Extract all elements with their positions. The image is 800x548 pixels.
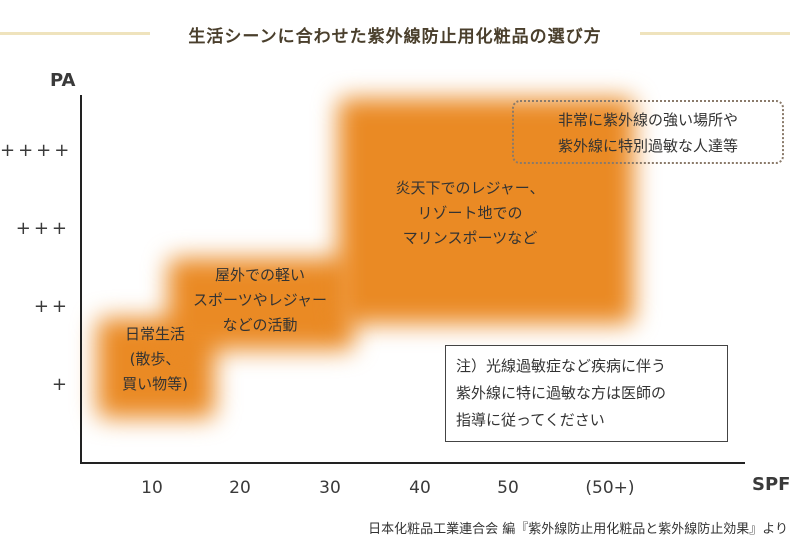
y-axis-line <box>80 95 82 464</box>
title-rule-left <box>0 32 150 35</box>
label-line: 指導に従ってください <box>456 411 605 429</box>
label-line: 非常に紫外線の強い場所や <box>557 111 738 129</box>
y-tick: ++ <box>33 296 70 317</box>
x-tick: 50 <box>497 478 519 498</box>
label-line: スポーツやレジャー <box>193 291 327 309</box>
x-tick: 10 <box>141 478 163 498</box>
x-tick: (50+) <box>585 478 635 498</box>
y-tick: +++ <box>15 218 70 239</box>
x-axis-line <box>80 462 745 464</box>
label-line: マリンスポーツなど <box>402 229 538 247</box>
x-tick: 30 <box>319 478 341 498</box>
region-label-daily: 日常生活 (散歩、 買い物等) <box>100 322 210 397</box>
region-light-outdoor <box>168 258 354 350</box>
x-axis-label: SPF <box>752 474 791 495</box>
source-credit: 日本化粧品工業連合会 編『紫外線防止用化粧品と紫外線防止効果』より <box>368 522 788 537</box>
y-tick: + <box>51 374 70 395</box>
extreme-conditions-box: 非常に紫外線の強い場所や 紫外線に特別過敏な人達等 <box>512 100 784 164</box>
label-line: 炎天下でのレジャー、 <box>395 179 545 197</box>
label-line: 注）光線過敏症など疾病に伴う <box>456 357 667 375</box>
label-line: 日常生活 <box>124 325 185 343</box>
diagram-title: 生活シーンに合わせた紫外線防止用化粧品の選び方 <box>188 27 602 47</box>
label-line: (散歩、 <box>129 350 181 368</box>
title-rule-right <box>640 32 790 35</box>
extreme-text: 非常に紫外線の強い場所や 紫外線に特別過敏な人達等 <box>514 107 782 159</box>
x-tick: 40 <box>409 478 431 498</box>
y-axis-label: PA <box>50 70 76 91</box>
region-intense-sun <box>338 98 634 324</box>
region-label-intense: 炎天下でのレジャー、 リゾート地での マリンスポーツなど <box>360 176 580 251</box>
note-text: 注）光線過敏症など疾病に伴う 紫外線に特に過敏な方は医師の 指導に従ってください <box>456 353 666 434</box>
label-line: などの活動 <box>222 316 298 334</box>
label-line: 紫外線に特に過敏な方は医師の <box>456 384 667 402</box>
label-line: リゾート地での <box>417 204 523 222</box>
x-tick: 20 <box>229 478 251 498</box>
label-line: 紫外線に特別過敏な人達等 <box>557 137 738 155</box>
region-label-outdoor: 屋外での軽い スポーツやレジャー などの活動 <box>170 263 350 338</box>
label-line: 屋外での軽い <box>214 266 305 284</box>
label-line: 買い物等) <box>122 375 188 393</box>
note-box: 注）光線過敏症など疾病に伴う 紫外線に特に過敏な方は医師の 指導に従ってください <box>445 345 728 442</box>
y-tick: ++++ <box>0 140 73 161</box>
